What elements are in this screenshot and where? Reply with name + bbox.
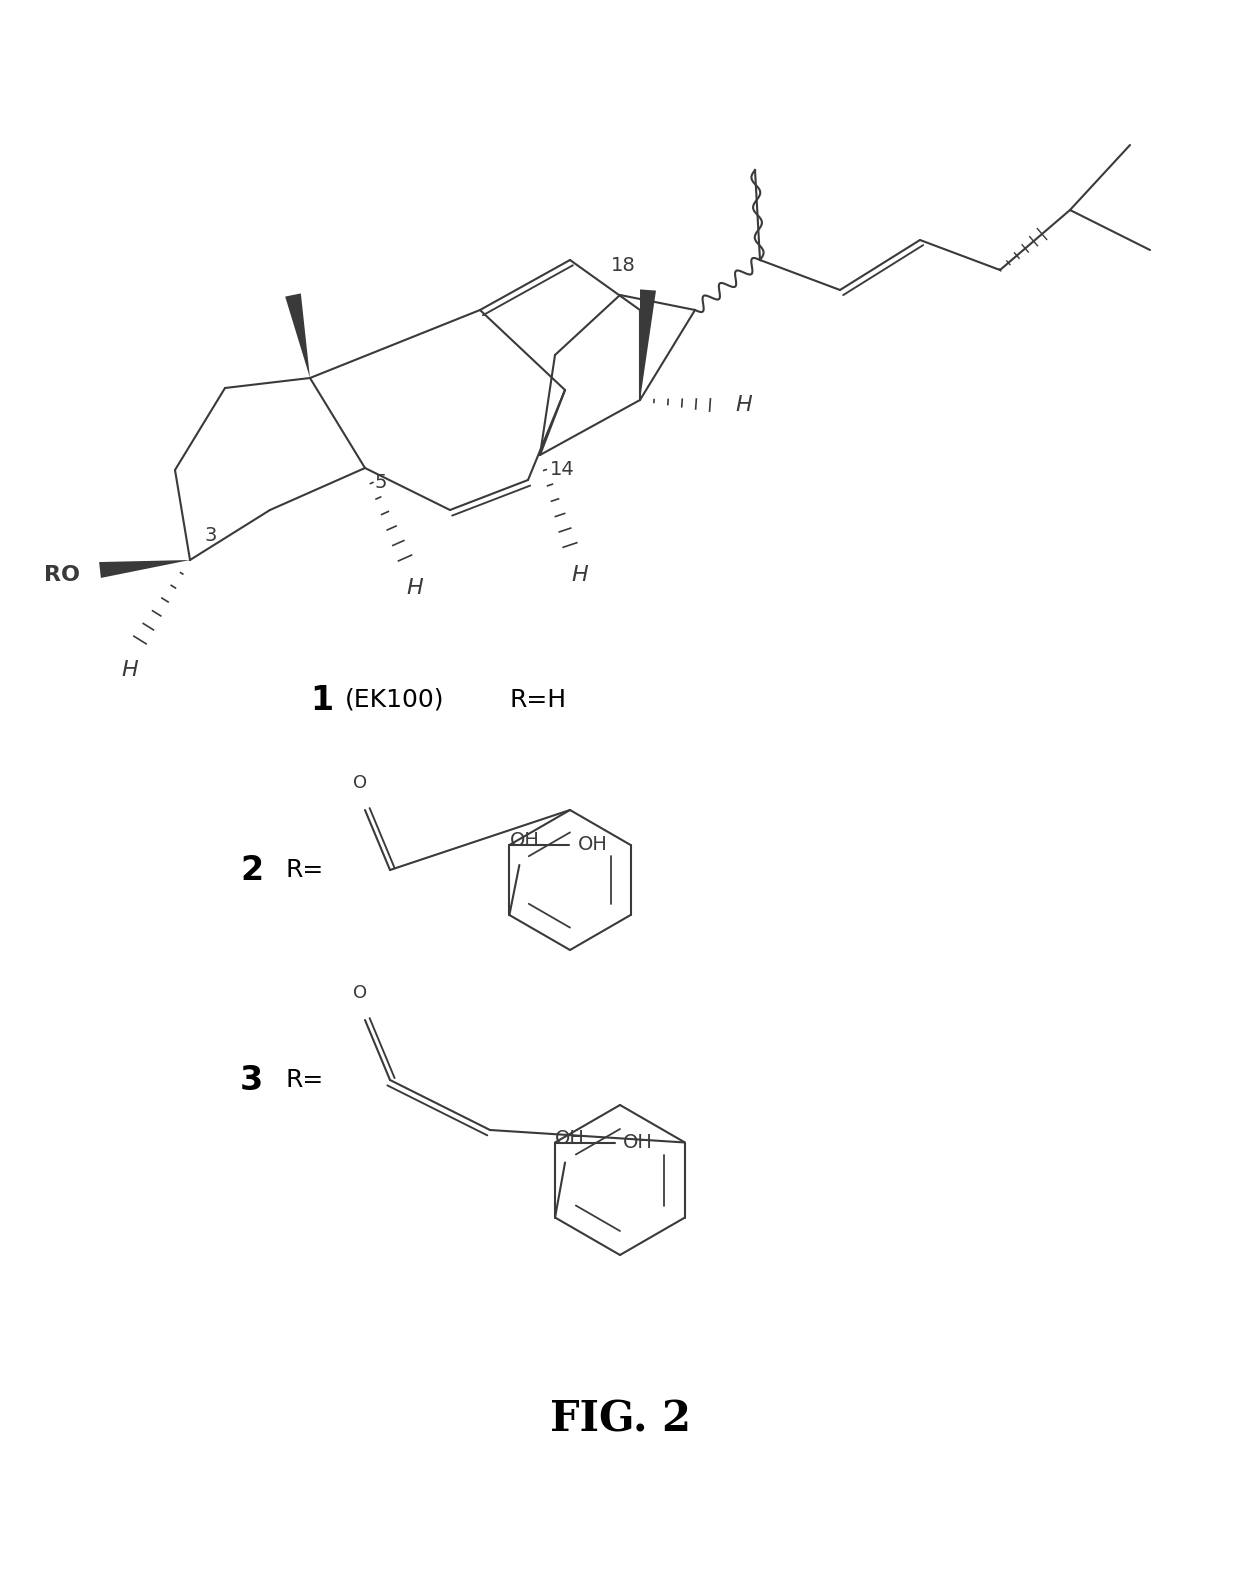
Text: H: H bbox=[572, 566, 588, 585]
Text: 3: 3 bbox=[241, 1063, 263, 1096]
Text: R=: R= bbox=[285, 1068, 324, 1092]
Text: RO: RO bbox=[43, 566, 81, 585]
Text: H: H bbox=[407, 578, 423, 597]
Text: (EK100): (EK100) bbox=[345, 688, 444, 712]
Text: OH: OH bbox=[578, 836, 608, 855]
Text: O: O bbox=[353, 774, 367, 791]
Text: OH: OH bbox=[556, 1128, 585, 1147]
Text: 5: 5 bbox=[374, 474, 387, 493]
Text: FIG. 2: FIG. 2 bbox=[549, 1398, 691, 1441]
Text: 2: 2 bbox=[241, 853, 263, 887]
Text: R=H: R=H bbox=[510, 688, 567, 712]
Polygon shape bbox=[640, 289, 656, 400]
Polygon shape bbox=[285, 294, 310, 378]
Text: H: H bbox=[122, 659, 139, 680]
Text: OH: OH bbox=[510, 831, 539, 850]
Polygon shape bbox=[99, 559, 190, 578]
Text: OH: OH bbox=[622, 1133, 653, 1152]
Text: 1: 1 bbox=[310, 683, 334, 717]
Text: H: H bbox=[735, 396, 751, 415]
Text: 3: 3 bbox=[205, 526, 217, 545]
Text: 14: 14 bbox=[551, 459, 575, 478]
Text: R=: R= bbox=[285, 858, 324, 882]
Text: 18: 18 bbox=[610, 256, 635, 275]
Text: O: O bbox=[353, 984, 367, 1003]
